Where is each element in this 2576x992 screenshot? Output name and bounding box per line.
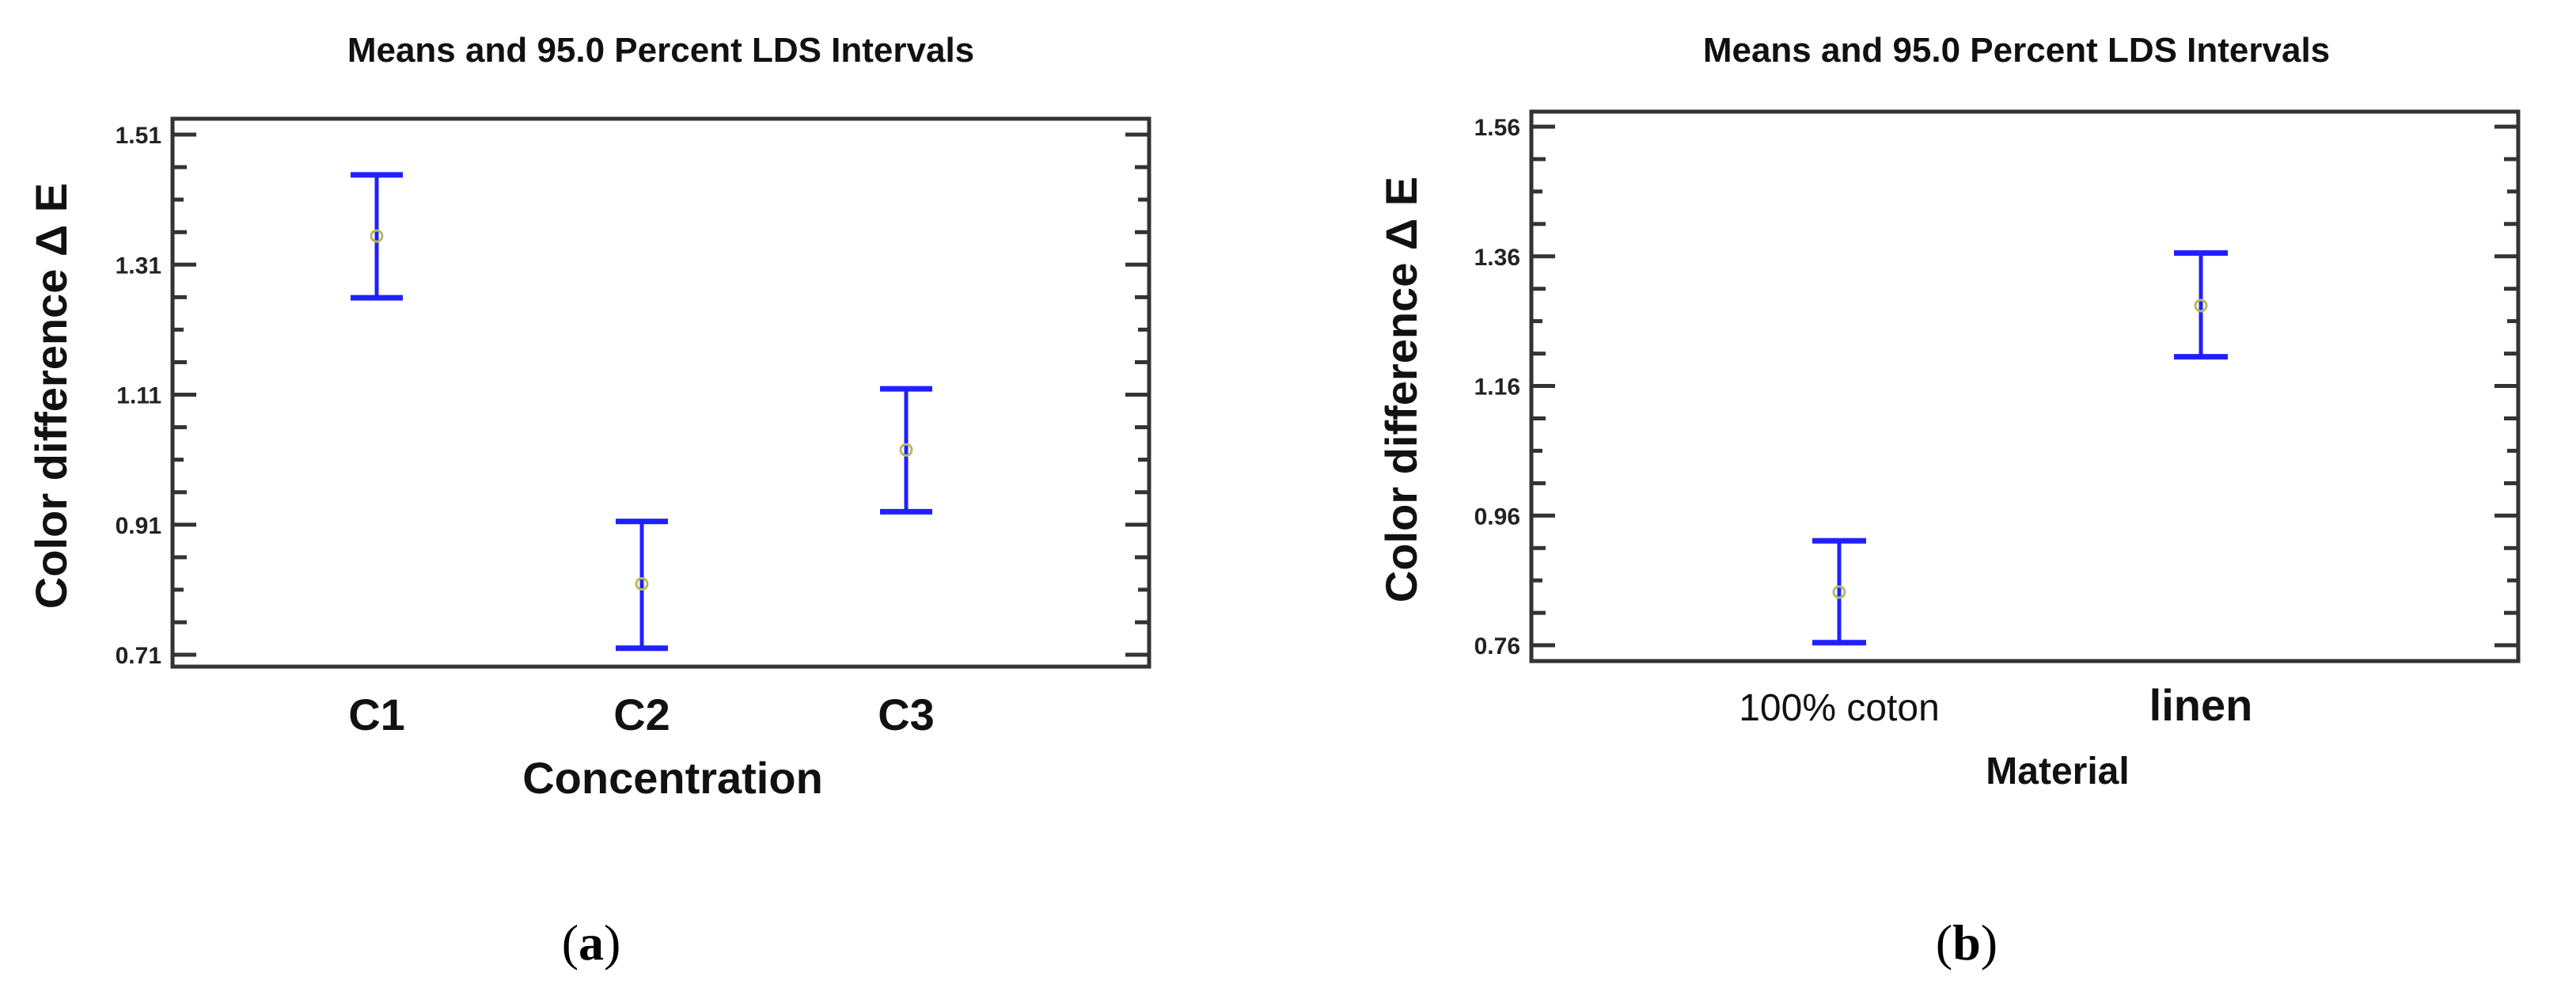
chart-b-y-ticks	[1531, 124, 2518, 648]
y-tick-label: 0.96	[1474, 504, 1520, 530]
chart-a-plot-area	[170, 116, 1151, 669]
y-tick-label: 0.71	[116, 643, 161, 669]
interval-c2	[616, 519, 668, 652]
y-tick-label: 1.31	[116, 253, 161, 279]
y-tick-label: 0.76	[1474, 633, 1520, 659]
mean-marker-icon	[1832, 585, 1846, 599]
chart-a-x-tick-labels: C1 C2 C3	[348, 690, 935, 739]
chart-b-x-axis-title: Material	[1986, 751, 2129, 792]
chart-a-x-axis-title: Concentration	[522, 753, 823, 803]
x-tick-label: C3	[878, 690, 935, 739]
y-tick-label: 0.91	[116, 513, 161, 539]
chart-a-y-ticks	[173, 132, 1149, 657]
x-tick-label: C1	[348, 690, 405, 739]
interval-100-coton	[1812, 538, 1866, 646]
chart-a: Means and 95.0 Percent LDS Intervals 0.7…	[26, 31, 1151, 803]
interval-c3	[880, 386, 932, 515]
x-tick-label: C2	[613, 690, 670, 739]
chart-a-y-axis-title: Color difference Δ E	[26, 183, 76, 609]
chart-a-y-tick-labels: 0.71 0.91 1.11 1.31 1.51	[116, 123, 161, 669]
x-tick-label: 100% coton	[1739, 687, 1940, 729]
chart-b: Means and 95.0 Percent LDS Intervals 0.7…	[1376, 31, 2521, 792]
mean-marker-icon	[635, 576, 649, 591]
chart-b-y-tick-labels: 0.76 0.96 1.16 1.36 1.56	[1474, 115, 1520, 659]
caption-b: (b)	[1936, 914, 1997, 971]
caption-a: (a)	[562, 914, 621, 971]
chart-b-y-axis-title: Color difference Δ E	[1376, 177, 1426, 602]
interval-c1	[351, 172, 403, 301]
interval-linen	[2174, 250, 2228, 360]
chart-b-x-tick-labels: 100% coton linen	[1739, 680, 2252, 730]
x-tick-label: linen	[2149, 680, 2253, 730]
chart-b-plot-area	[1529, 109, 2521, 663]
y-tick-label: 1.36	[1474, 245, 1520, 271]
y-tick-label: 1.16	[1474, 374, 1520, 401]
mean-marker-icon	[899, 443, 913, 457]
mean-marker-icon	[2194, 298, 2208, 313]
y-tick-label: 1.51	[116, 123, 161, 149]
chart-a-title: Means and 95.0 Percent LDS Intervals	[347, 31, 974, 70]
y-tick-label: 1.56	[1474, 115, 1520, 141]
chart-b-intervals	[1812, 250, 2228, 646]
y-tick-label: 1.11	[116, 383, 161, 409]
chart-a-intervals	[351, 172, 932, 652]
mean-marker-icon	[370, 229, 384, 243]
chart-b-title: Means and 95.0 Percent LDS Intervals	[1703, 31, 2330, 70]
